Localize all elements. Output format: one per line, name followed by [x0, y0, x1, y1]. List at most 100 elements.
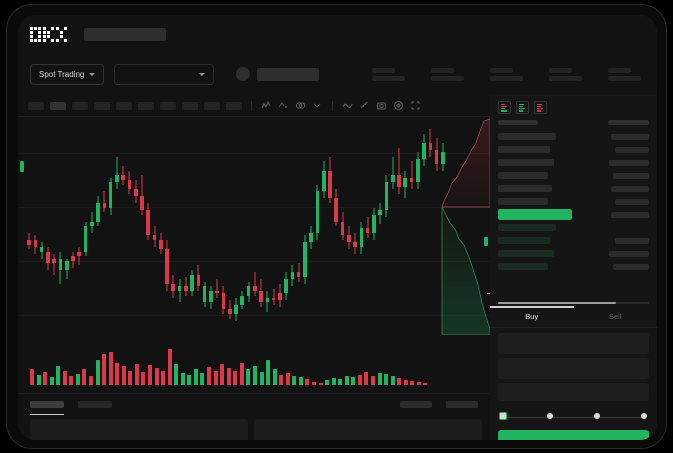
candlestick-chart[interactable]: [18, 117, 490, 335]
volume-bar: [154, 367, 159, 385]
amount-input[interactable]: [498, 358, 649, 379]
total-input[interactable]: [498, 383, 649, 401]
slider-step-0[interactable]: [499, 412, 507, 420]
ticker-stat: [431, 67, 464, 81]
timeframe-button-2[interactable]: [72, 101, 88, 110]
orderbook-bid-row[interactable]: [498, 221, 649, 234]
indicator-icon[interactable]: [261, 100, 272, 111]
volume-bar: [36, 374, 41, 385]
orderbook-ask-row[interactable]: [498, 156, 649, 169]
timeframe-button-5[interactable]: [138, 101, 154, 110]
orderbook-bid-row[interactable]: [498, 260, 649, 273]
orderbook-asks-icon[interactable]: [534, 101, 547, 114]
volume-bar: [410, 381, 415, 385]
volume-bar: [416, 382, 421, 385]
trade-side-column: Buy Sell: [490, 95, 657, 440]
chart-type-icon[interactable]: [278, 100, 289, 111]
orderbook-bid-row[interactable]: [498, 234, 649, 247]
market-pair-select[interactable]: [114, 63, 215, 85]
candle: [133, 117, 138, 335]
order-book[interactable]: [490, 118, 657, 306]
candle: [165, 117, 169, 335]
orderbook-scrollbar[interactable]: [498, 302, 649, 304]
orderbook-spread-row: [498, 208, 649, 221]
volume-bar: [56, 366, 61, 385]
volume-bar: [252, 366, 257, 385]
camera-icon[interactable]: [376, 100, 387, 111]
okx-logo-icon[interactable]: [30, 26, 72, 42]
ticker-bar: Spot Trading: [18, 53, 657, 95]
volume-bar: [115, 363, 120, 385]
volume-bar: [403, 380, 408, 385]
orderbook-bid-row[interactable]: [498, 247, 649, 260]
volume-bar: [397, 378, 402, 385]
bottom-tab-active[interactable]: [30, 401, 64, 408]
candle: [372, 117, 376, 335]
candle: [321, 117, 326, 335]
tab-sell[interactable]: Sell: [608, 312, 622, 321]
bottom-panel-left[interactable]: [30, 419, 248, 440]
slider-step-2[interactable]: [594, 413, 600, 419]
timeframe-button-7[interactable]: [182, 101, 198, 110]
global-search-input[interactable]: [84, 27, 166, 41]
candle: [315, 117, 320, 335]
volume-bar: [141, 371, 146, 385]
timeframe-button-9[interactable]: [226, 101, 242, 110]
trading-mode-select[interactable]: Spot Trading: [30, 63, 105, 85]
bottom-tab-idle[interactable]: [78, 401, 112, 408]
timeframe-button-1[interactable]: [50, 101, 66, 110]
orderbook-col-price: [498, 120, 538, 125]
candle: [77, 117, 82, 335]
amount-percent-slider[interactable]: [498, 409, 649, 427]
target-icon[interactable]: [393, 100, 404, 111]
slider-step-3[interactable]: [641, 413, 647, 419]
orderbook-ask-row[interactable]: [498, 130, 649, 143]
volume-bar: [377, 372, 382, 385]
volume-bar: [95, 360, 100, 385]
orderbook-ask-row[interactable]: [498, 182, 649, 195]
ticker-stat: [608, 67, 641, 81]
timeframe-button-3[interactable]: [94, 101, 110, 110]
ticker-stat: [372, 67, 405, 81]
candle: [347, 117, 351, 335]
submit-buy-button[interactable]: [498, 430, 649, 440]
volume-bar: [279, 374, 284, 385]
price-input[interactable]: [498, 333, 649, 354]
settings-chevron-icon[interactable]: [312, 100, 323, 111]
compare-icon[interactable]: [295, 100, 306, 111]
slider-step-1[interactable]: [547, 413, 553, 419]
ruler-icon[interactable]: [359, 100, 370, 111]
bottom-panels: [18, 415, 490, 440]
tab-buy[interactable]: Buy: [525, 312, 539, 321]
candle: [271, 117, 276, 335]
candle: [409, 117, 414, 335]
volume-bar: [75, 373, 80, 385]
chart-tool-icons: [261, 100, 421, 111]
candle: [140, 117, 144, 335]
volume-bar: [285, 372, 290, 385]
bottom-action-2[interactable]: [446, 401, 478, 408]
bottom-action-1[interactable]: [400, 401, 432, 408]
timeframe-button-8[interactable]: [204, 101, 220, 110]
volume-histogram: [18, 335, 490, 393]
line-chart-icon[interactable]: [342, 100, 353, 111]
timeframe-button-4[interactable]: [116, 101, 132, 110]
candle: [102, 117, 107, 335]
volume-bar: [134, 364, 139, 385]
volume-bar: [331, 378, 336, 385]
candle: [108, 117, 113, 335]
timeframe-button-0[interactable]: [28, 101, 44, 110]
timeframe-button-6[interactable]: [160, 101, 176, 110]
orderbook-bids-icon[interactable]: [516, 101, 529, 114]
volume-bar: [49, 377, 54, 385]
orderbook-ask-row[interactable]: [498, 195, 649, 208]
volume-bar: [69, 375, 74, 385]
orderbook-ask-row[interactable]: [498, 169, 649, 182]
volume-bar: [259, 371, 264, 385]
candle: [39, 117, 44, 335]
orderbook-ask-row[interactable]: [498, 143, 649, 156]
orderbook-both-icon[interactable]: [498, 101, 511, 114]
bottom-panel-right[interactable]: [254, 419, 482, 440]
fullscreen-icon[interactable]: [410, 100, 421, 111]
candle: [309, 117, 314, 335]
